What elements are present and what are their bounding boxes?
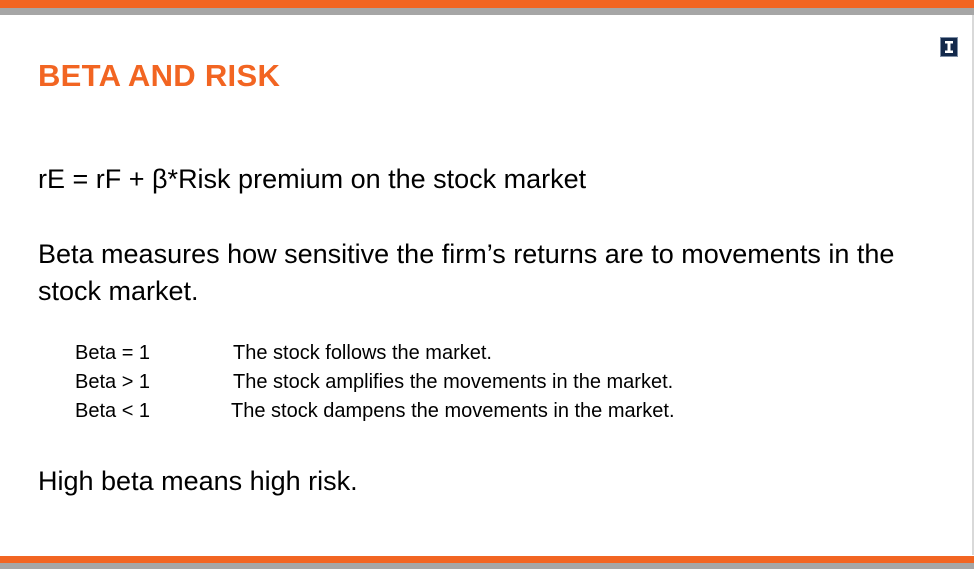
top-gray-band bbox=[0, 8, 974, 15]
conclusion-text: High beta means high risk. bbox=[38, 466, 358, 496]
beta-row-text: The stock amplifies the movements in the… bbox=[233, 371, 674, 393]
beta-row-text: The stock follows the market. bbox=[233, 342, 492, 364]
slide-right-edge bbox=[972, 15, 974, 555]
beta-row-label: Beta > 1 bbox=[75, 371, 151, 393]
beta-description: Beta measures how sensitive the firm’s r… bbox=[38, 239, 895, 306]
beta-row-label: Beta = 1 bbox=[75, 342, 151, 364]
bottom-orange-band bbox=[0, 556, 974, 563]
slide-title: BETA AND RISK bbox=[38, 58, 281, 93]
university-block-i-icon bbox=[940, 37, 958, 57]
top-orange-band bbox=[0, 0, 974, 8]
beta-row-label: Beta < 1 bbox=[75, 400, 151, 422]
beta-row-text: The stock dampens the movements in the m… bbox=[231, 400, 675, 422]
capm-formula: rE = rF + β*Risk premium on the stock ma… bbox=[38, 164, 587, 194]
bottom-gray-band bbox=[0, 563, 974, 569]
